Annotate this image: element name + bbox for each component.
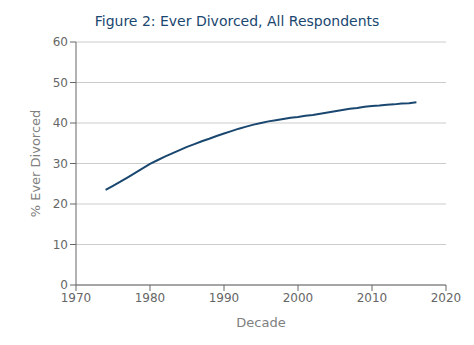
svg-text:60: 60	[53, 35, 68, 49]
svg-text:20: 20	[53, 197, 68, 211]
svg-text:40: 40	[53, 116, 68, 130]
svg-text:Decade: Decade	[236, 315, 285, 330]
svg-text:% Ever Divorced: % Ever Divorced	[28, 110, 43, 218]
svg-text:10: 10	[53, 238, 68, 252]
svg-text:2010: 2010	[357, 291, 388, 305]
svg-text:1980: 1980	[135, 291, 166, 305]
svg-text:0: 0	[60, 278, 68, 292]
html-text:Figure 2: Ever Divorced, All R: Figure 2: Ever Divorced, All Respondents	[94, 13, 380, 29]
svg-text:1990: 1990	[209, 291, 240, 305]
svg-text:30: 30	[53, 157, 68, 171]
svg-text:1970: 1970	[61, 291, 92, 305]
svg-text:2000: 2000	[283, 291, 314, 305]
svg-text:2020: 2020	[431, 291, 462, 305]
svg-text:50: 50	[53, 76, 68, 90]
